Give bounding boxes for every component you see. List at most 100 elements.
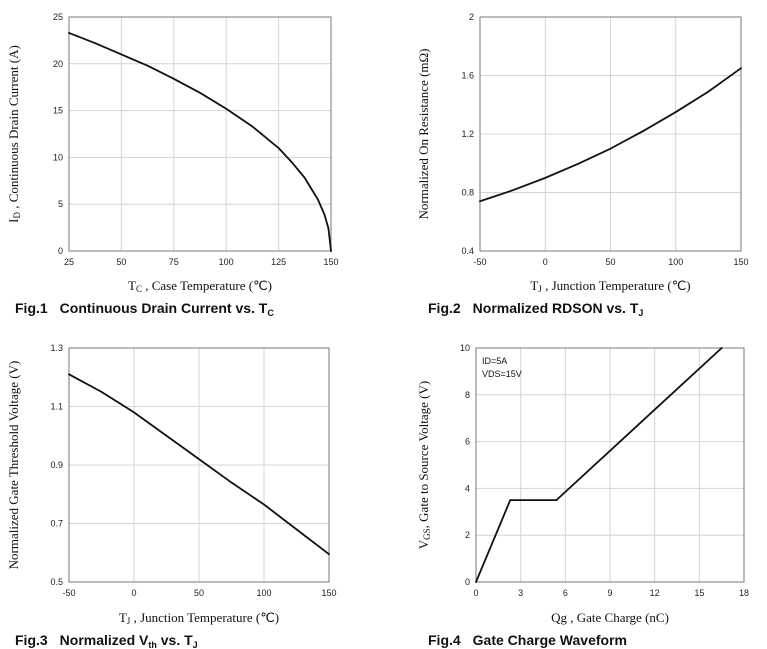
x-tick-label: 6 bbox=[563, 588, 568, 598]
y-axis-label: Normalized Gate Threshold Voltage (V) bbox=[6, 361, 21, 570]
data-point bbox=[544, 177, 547, 179]
x-tick-label: 9 bbox=[607, 588, 612, 598]
data-point bbox=[330, 250, 332, 252]
data-point bbox=[674, 111, 677, 113]
y-tick-label: 6 bbox=[465, 437, 470, 447]
x-axis-label: TC , Case Temperature (℃) bbox=[128, 278, 272, 294]
data-point bbox=[295, 528, 298, 531]
data-point bbox=[577, 163, 579, 165]
data-point bbox=[68, 32, 70, 34]
x-tick-label: 100 bbox=[219, 257, 234, 267]
x-tick-label: 150 bbox=[323, 257, 338, 267]
y-tick-label: 0.7 bbox=[50, 519, 63, 529]
figure-caption: Fig.3 Normalized Vth vs. TJ bbox=[15, 632, 198, 649]
data-point bbox=[555, 499, 558, 501]
series-line-1 bbox=[68, 32, 332, 252]
y-tick-label: 2 bbox=[465, 530, 470, 540]
figure-caption: Fig.1 Continuous Drain Current vs. TC bbox=[15, 300, 274, 318]
data-point bbox=[740, 67, 742, 69]
x-tick-label: 150 bbox=[733, 257, 748, 267]
y-tick-label: 1.1 bbox=[50, 402, 63, 412]
plot-frame bbox=[479, 16, 742, 252]
data-point bbox=[323, 213, 326, 216]
x-axis-label: TJ , Junction Temperature (℃) bbox=[119, 610, 279, 626]
y-tick-label: 15 bbox=[53, 106, 63, 116]
y-tick-label: 0.8 bbox=[461, 188, 474, 198]
data-point bbox=[511, 189, 514, 192]
x-tick-label: 15 bbox=[694, 588, 704, 598]
data-point bbox=[720, 347, 723, 349]
chart-annotation: VDS=15V bbox=[482, 369, 522, 379]
y-tick-label: 8 bbox=[465, 390, 470, 400]
y-tick-label: 2 bbox=[469, 12, 474, 22]
y-axis-label: VGS, Gate to Source Voltage (V) bbox=[416, 381, 432, 549]
plot-frame bbox=[68, 347, 330, 583]
x-tick-label: 150 bbox=[321, 588, 336, 598]
x-axis-label: TJ , Junction Temperature (℃) bbox=[530, 278, 690, 294]
data-point bbox=[707, 90, 710, 93]
data-point bbox=[68, 373, 70, 376]
data-point bbox=[277, 147, 280, 149]
data-point bbox=[509, 499, 512, 501]
x-tick-label: 0 bbox=[543, 257, 548, 267]
y-tick-label: 0.5 bbox=[50, 577, 63, 587]
data-point bbox=[642, 130, 644, 132]
y-tick-label: 0 bbox=[58, 246, 63, 256]
chart-panel-3: -50 0 50 100 150 0.5 0.7 0.9 1.1 1.3 TJ , Junction… bbox=[6, 343, 337, 649]
y-tick-label: 1.6 bbox=[461, 71, 474, 81]
figure-caption: Fig.4 Gate Charge Waveform bbox=[428, 632, 627, 648]
x-axis-label: Qg , Gate Charge (nC) bbox=[551, 610, 669, 625]
x-tick-label: -50 bbox=[473, 257, 486, 267]
data-point bbox=[225, 107, 227, 110]
y-tick-label: 0.9 bbox=[50, 460, 63, 470]
x-tick-label: 25 bbox=[64, 257, 74, 267]
data-point bbox=[120, 53, 123, 56]
x-tick-label: 100 bbox=[256, 588, 271, 598]
x-tick-label: -50 bbox=[62, 588, 75, 598]
data-point bbox=[328, 553, 330, 556]
data-point bbox=[165, 434, 168, 437]
y-tick-label: 25 bbox=[53, 12, 63, 22]
y-tick-label: 20 bbox=[53, 59, 63, 69]
x-tick-label: 0 bbox=[131, 588, 136, 598]
data-point bbox=[146, 64, 149, 67]
data-point bbox=[173, 77, 175, 80]
data-point bbox=[609, 147, 612, 150]
data-point bbox=[198, 458, 200, 460]
chart-panel-4: 0 3 6 9 12 15 18 0 2 4 6 8 10 ID=5A VDS=15V Qg , Gate C… bbox=[416, 343, 749, 648]
plot-frame bbox=[68, 16, 332, 252]
x-tick-label: 125 bbox=[271, 257, 286, 267]
x-tick-label: 0 bbox=[473, 588, 478, 598]
y-tick-label: 1.3 bbox=[50, 343, 63, 353]
data-point bbox=[304, 177, 306, 179]
data-point bbox=[199, 92, 201, 94]
data-point bbox=[479, 200, 481, 203]
y-axis-label: ID , Continuous Drain Current (A) bbox=[6, 45, 22, 223]
chart-panel-2: -50 0 50 100 150 0.4 0.8 1.2 1.6 2 TJ , Junction T… bbox=[416, 12, 749, 318]
x-tick-label: 50 bbox=[116, 257, 126, 267]
x-tick-label: 18 bbox=[739, 588, 749, 598]
x-tick-label: 12 bbox=[650, 588, 660, 598]
y-tick-label: 0.4 bbox=[461, 246, 474, 256]
data-point bbox=[230, 481, 233, 484]
data-point bbox=[317, 198, 319, 201]
y-tick-label: 10 bbox=[460, 343, 470, 353]
plot-frame bbox=[475, 347, 745, 583]
x-tick-label: 3 bbox=[518, 588, 523, 598]
data-point bbox=[263, 503, 265, 506]
y-tick-label: 1.2 bbox=[461, 129, 474, 139]
data-point bbox=[475, 581, 477, 583]
figure-caption: Fig.2 Normalized RDSON vs. TJ bbox=[428, 300, 643, 318]
y-tick-label: 5 bbox=[58, 199, 63, 209]
chart-annotation: ID=5A bbox=[482, 356, 507, 366]
data-point bbox=[290, 161, 293, 163]
series-line-1 bbox=[475, 347, 723, 583]
data-point bbox=[327, 227, 330, 229]
data-point bbox=[94, 42, 96, 45]
chart-panel-1: 25 50 75 100 125 150 0 5 10 15 20 25 TC , Case Tempe… bbox=[6, 12, 339, 318]
data-point bbox=[251, 125, 254, 128]
data-point bbox=[133, 411, 135, 414]
data-point bbox=[100, 391, 103, 393]
y-tick-label: 0 bbox=[465, 577, 470, 587]
x-tick-label: 100 bbox=[668, 257, 683, 267]
